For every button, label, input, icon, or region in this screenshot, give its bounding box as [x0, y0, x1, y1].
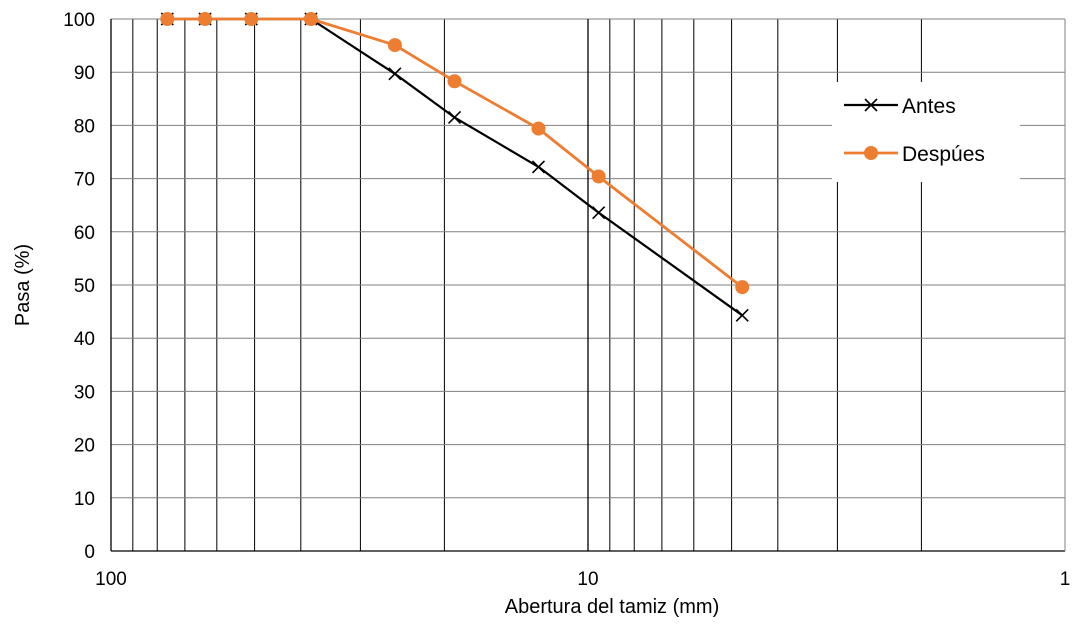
y-tick-label: 0	[84, 542, 95, 563]
x-tick-label: 10	[577, 569, 598, 590]
series-despues-marker	[160, 12, 175, 26]
legend-item-despues: Despúes	[844, 143, 985, 166]
x-tick-label: 1	[1060, 569, 1071, 590]
y-tick-label: 40	[74, 329, 95, 350]
series-despues-line	[167, 17, 744, 289]
y-tick-label: 10	[74, 489, 95, 510]
series-despues-marker	[531, 121, 546, 136]
y-tick-labels: 0 10 20 30 40 50 60 70 80 90 100	[63, 10, 95, 563]
series-layer	[160, 12, 750, 322]
series-despues-marker	[735, 280, 750, 295]
series-despues-marker	[244, 12, 259, 26]
legend-label-despues: Despúes	[902, 143, 985, 166]
y-tick-label: 90	[74, 63, 95, 84]
legend-despues-marker	[864, 146, 878, 160]
plot-frame	[110, 19, 1066, 552]
x-tick-labels: 100 10 1	[95, 569, 1070, 590]
series-despues-marker	[303, 12, 318, 26]
series-despues-marker	[591, 169, 606, 184]
y-tick-label: 50	[74, 276, 95, 297]
legend-antes-marker	[864, 98, 878, 112]
y-tick-label: 60	[74, 223, 95, 244]
series-despues-marker	[198, 12, 213, 26]
y-tick-label: 80	[74, 116, 95, 137]
series-despues	[160, 12, 750, 295]
series-antes	[160, 12, 749, 322]
series-antes-marker	[531, 160, 546, 174]
series-antes-marker	[388, 67, 402, 81]
legend: Antes Despúes	[832, 82, 1020, 182]
y-tick-label: 70	[74, 170, 95, 191]
legend-label-antes: Antes	[902, 95, 956, 118]
y-tick-label: 20	[74, 436, 95, 457]
legend-background	[832, 82, 1020, 182]
series-antes-marker	[447, 110, 462, 124]
series-antes-line	[167, 17, 743, 317]
legend-item-antes: Antes	[844, 95, 956, 118]
x-axis-title: Abertura del tamiz (mm)	[505, 596, 720, 618]
y-axis-title: Pasa (%)	[12, 244, 34, 326]
y-tick-label: 30	[74, 382, 95, 403]
series-antes-marker	[735, 308, 749, 322]
series-antes-marker	[592, 206, 606, 220]
series-despues-marker	[447, 74, 462, 89]
y-tick-label: 100	[63, 10, 95, 31]
x-tick-label: 100	[95, 569, 127, 590]
series-despues-marker	[387, 38, 402, 53]
